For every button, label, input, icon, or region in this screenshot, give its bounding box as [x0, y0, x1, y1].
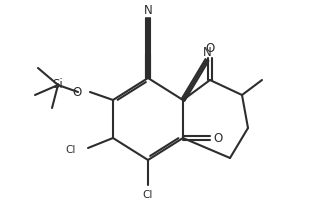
Text: N: N: [203, 46, 211, 59]
Text: O: O: [205, 41, 215, 54]
Text: O: O: [213, 132, 223, 145]
Text: Cl: Cl: [143, 190, 153, 200]
Text: O: O: [73, 86, 82, 98]
Text: Si: Si: [53, 78, 63, 92]
Text: Cl: Cl: [66, 145, 76, 155]
Text: N: N: [144, 3, 153, 16]
